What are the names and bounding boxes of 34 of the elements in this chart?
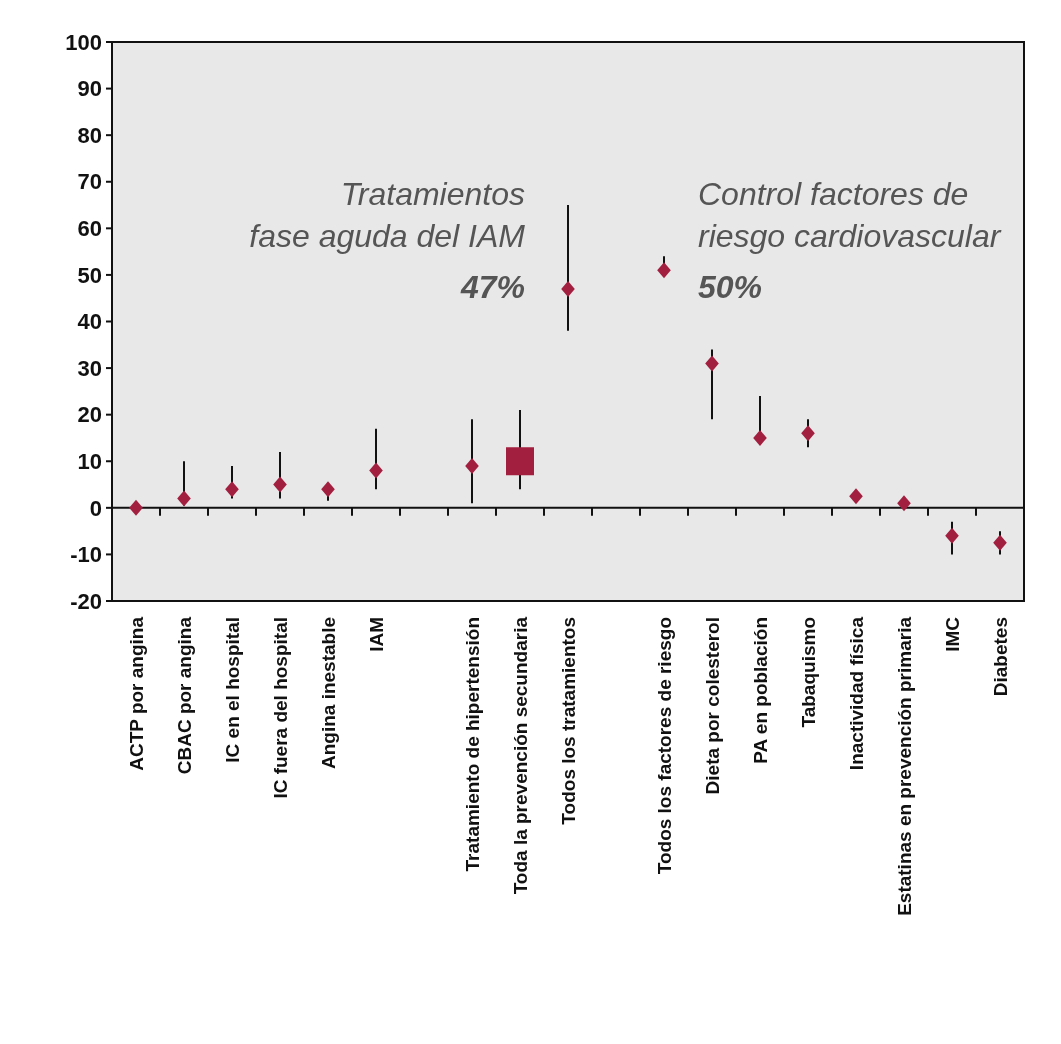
annotation: Control factores de riesgo cardiovascular: [698, 176, 1002, 254]
x-tick-label: Diabetes: [990, 617, 1011, 697]
x-tick-label: Angina inestable: [318, 617, 339, 770]
x-tick-label: ACTP por angina: [126, 616, 147, 771]
annotation: 47%: [459, 269, 525, 305]
y-tick-label: 40: [77, 309, 102, 335]
annotation: Tratamientos fase aguda del IAM: [249, 176, 526, 254]
x-tick-label: PA en población: [750, 617, 771, 764]
x-tick-label: Inactividad física: [846, 616, 867, 771]
y-tick-label: 20: [77, 402, 102, 428]
y-tick-label: 30: [77, 355, 102, 381]
x-tick-label: IC fuera del hospital: [270, 617, 291, 799]
x-tick-label: CBAC por angina: [174, 616, 195, 775]
x-tick-label: IAM: [366, 617, 387, 652]
y-tick-label: 10: [77, 448, 102, 474]
y-tick-label: -10: [70, 542, 102, 568]
y-tick-label: 50: [77, 262, 102, 288]
x-tick-label: Toda la prevención secundaria: [510, 616, 531, 895]
y-tick-label: 0: [89, 495, 102, 521]
y-tick-label: 60: [77, 216, 102, 242]
x-tick-label: Todos los factores de riesgo: [654, 617, 675, 875]
y-tick-label: 70: [77, 169, 102, 195]
y-tick-label: 80: [77, 122, 102, 148]
x-tick-label: Todos los tratamientos: [558, 617, 579, 825]
x-tick-label: Tratamiento de hipertensión: [462, 617, 483, 872]
x-tick-label: Estatinas en prevención primaria: [894, 616, 915, 916]
y-tick-label: 100: [65, 29, 102, 55]
x-tick-label: IMC: [942, 616, 963, 652]
y-tick-label: -20: [70, 588, 102, 614]
x-tick-label: IC en el hospital: [222, 617, 243, 763]
x-tick-label: Dieta por colesterol: [702, 617, 723, 795]
annotation: 50%: [698, 269, 763, 305]
x-tick-label: Tabaquismo: [798, 617, 819, 728]
y-tick-label: 90: [77, 76, 102, 102]
